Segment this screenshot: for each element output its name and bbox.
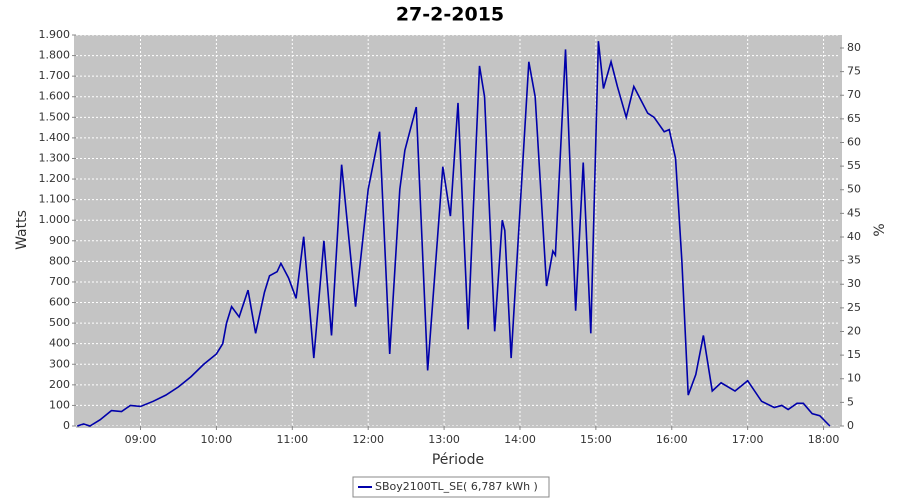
legend: [352, 476, 550, 498]
y2-tick-label: 80: [847, 41, 861, 54]
y2-tick-label: 45: [847, 206, 861, 219]
y-axis-label: Watts: [14, 210, 30, 250]
y-tick-label: 1.800: [39, 49, 71, 62]
y-tick-label: 1.100: [39, 193, 71, 206]
x-tick-label: 11:00: [276, 433, 308, 446]
y2-tick-label: 20: [847, 324, 861, 337]
x-tick-label: 12:00: [352, 433, 384, 446]
y-tick-label: 100: [49, 398, 70, 411]
y2-tick-label: 0: [847, 419, 854, 432]
y-tick-label: 0: [63, 419, 70, 432]
y-tick-label: 1.400: [39, 131, 71, 144]
y2-tick-label: 15: [847, 348, 861, 361]
y-tick-label: 1.600: [39, 90, 71, 103]
y-tick-label: 1.900: [39, 28, 71, 41]
chart-title: 27-2-2015: [396, 4, 504, 26]
legend-label: SBoy2100TL_SE( 6,787 kWh ): [375, 480, 538, 493]
x-tick-label: 10:00: [201, 433, 233, 446]
y2-axis-label: %: [872, 223, 888, 236]
x-tick-label: 14:00: [504, 433, 536, 446]
y-tick-label: 600: [49, 296, 70, 309]
y2-tick-label: 60: [847, 135, 861, 148]
y2-tick-label: 35: [847, 254, 861, 267]
y-tick-label: 300: [49, 357, 70, 370]
x-tick-label: 17:00: [732, 433, 764, 446]
y-tick-label: 1.500: [39, 110, 71, 123]
y2-tick-label: 5: [847, 395, 854, 408]
plot-area: [76, 35, 840, 426]
y2-tick-label: 75: [847, 65, 861, 78]
x-axis-label: Période: [432, 452, 484, 468]
x-tick-label: 15:00: [580, 433, 612, 446]
y2-tick-label: 40: [847, 230, 861, 243]
y-tick-label: 900: [49, 234, 70, 247]
y-tick-label: 1.700: [39, 69, 71, 82]
x-tick-label: 18:00: [808, 433, 840, 446]
y-tick-label: 700: [49, 275, 70, 288]
y-tick-label: 1.300: [39, 151, 71, 164]
y-tick-label: 500: [49, 316, 70, 329]
y2-tick-label: 50: [847, 183, 861, 196]
y-tick-label: 1.000: [39, 213, 71, 226]
y2-tick-label: 30: [847, 277, 861, 290]
y-tick-label: 200: [49, 378, 70, 391]
y2-tick-label: 25: [847, 301, 861, 314]
y2-tick-label: 10: [847, 372, 861, 385]
y2-tick-label: 65: [847, 112, 861, 125]
y-tick-label: 400: [49, 337, 70, 350]
y2-tick-label: 55: [847, 159, 861, 172]
x-tick-label: 16:00: [656, 433, 688, 446]
y-tick-label: 1.200: [39, 172, 71, 185]
x-tick-label: 09:00: [125, 433, 157, 446]
x-tick-label: 13:00: [428, 433, 460, 446]
series-line: [77, 41, 831, 427]
y-tick-label: 800: [49, 254, 70, 267]
y2-tick-label: 70: [847, 88, 861, 101]
